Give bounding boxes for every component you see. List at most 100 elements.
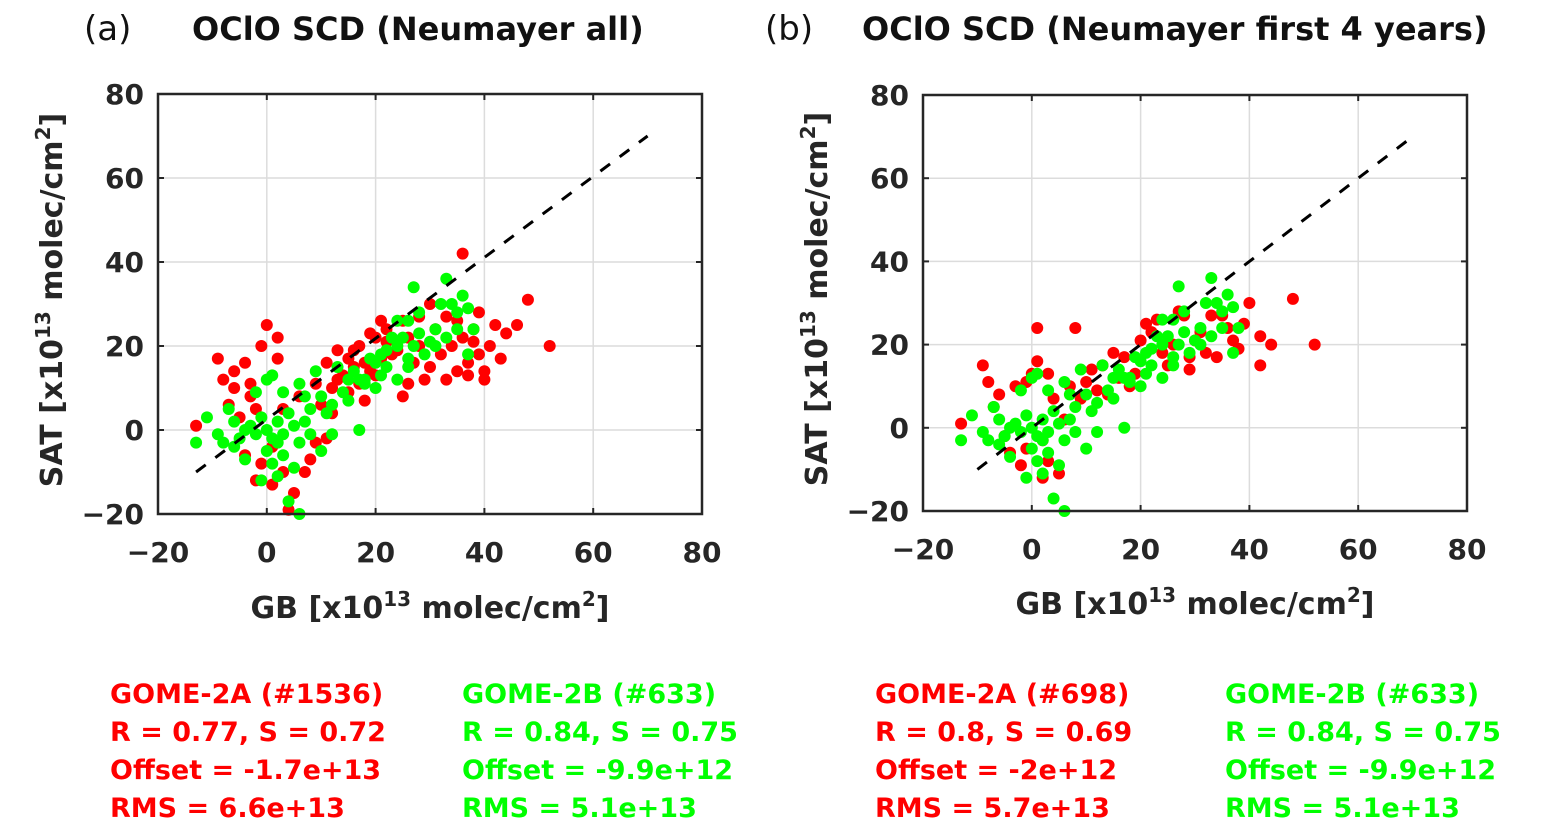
stats-header: GOME-2B (#633) [1225, 679, 1480, 710]
data-point [440, 310, 453, 323]
data-point [228, 415, 241, 428]
data-point [271, 352, 284, 365]
data-point [543, 340, 556, 352]
data-point [1167, 359, 1180, 372]
data-point [418, 373, 431, 386]
data-point [500, 327, 513, 340]
data-point [1031, 355, 1044, 368]
stats-r-s: R = 0.84, S = 0.75 [462, 717, 738, 748]
data-point [993, 413, 1006, 426]
data-point [396, 390, 409, 403]
data-point [1199, 297, 1212, 309]
y-tick-label: 20 [105, 330, 144, 363]
y-tick-label: 60 [870, 162, 909, 195]
data-point [462, 302, 475, 315]
data-point [1123, 371, 1136, 384]
data-point [1053, 467, 1065, 480]
data-point [239, 453, 252, 466]
data-point [1194, 338, 1207, 351]
y-tick-label: 40 [870, 245, 909, 278]
data-point [494, 352, 507, 365]
data-point [266, 369, 279, 382]
data-point [1091, 396, 1104, 409]
data-point [987, 401, 1000, 413]
data-point [955, 417, 968, 430]
data-point [1161, 330, 1174, 343]
data-point [271, 331, 284, 344]
data-point [1031, 455, 1044, 468]
panel-b: (b) OClO SCD (Neumayer first 4 years) −20 0… [765, 9, 1488, 622]
data-point [462, 369, 475, 382]
data-point [228, 382, 241, 394]
data-point [1047, 492, 1060, 505]
panel-label: (b) [765, 9, 813, 49]
data-point [483, 340, 496, 352]
stats-b-gome2b: GOME-2B (#633) R = 0.84, S = 0.75 Offset… [1225, 676, 1555, 828]
data-point [304, 453, 317, 466]
data-point [1091, 384, 1104, 397]
data-point [1080, 442, 1093, 455]
data-point [407, 340, 420, 352]
data-point [1004, 450, 1017, 463]
x-axis-label: GB [x1013 molec/cm2] [1016, 583, 1375, 622]
data-point [1183, 363, 1196, 376]
data-point [255, 340, 268, 352]
data-point [375, 314, 388, 327]
data-point [249, 428, 262, 441]
series-gome-2a [955, 292, 1321, 484]
data-point [467, 323, 480, 336]
x-tick-label: −20 [127, 536, 189, 569]
x-tick-label: 40 [1230, 533, 1269, 566]
data-point [396, 331, 409, 344]
data-point [315, 445, 328, 457]
data-point [478, 365, 491, 378]
data-point [1216, 305, 1229, 318]
data-point [1210, 351, 1223, 364]
y-tick-label: −20 [847, 495, 909, 528]
data-point [1042, 455, 1055, 468]
chart-title: OClO SCD (Neumayer all) [192, 10, 644, 48]
data-point [1107, 346, 1120, 359]
data-point [429, 323, 442, 336]
panel-a: (a) OClO SCD (Neumayer all) −20 0 20 40 60 80 −2… [31, 9, 721, 626]
data-point [1194, 321, 1207, 334]
data-point [407, 281, 420, 294]
data-point [976, 359, 989, 372]
data-point [364, 327, 377, 340]
data-point [1156, 313, 1169, 326]
data-point [1145, 342, 1158, 355]
data-point [353, 424, 366, 436]
stats-offset: Offset = -9.9e+12 [1225, 755, 1497, 786]
data-point [1069, 321, 1082, 334]
data-point [1014, 384, 1027, 397]
data-point [1053, 459, 1065, 472]
data-point [190, 419, 203, 432]
data-point [1172, 338, 1185, 351]
data-point [467, 335, 480, 348]
stats-header: GOME-2A (#698) [875, 679, 1130, 710]
data-point [298, 390, 311, 403]
y-axis-label: SAT [x1013 molec/cm2] [796, 112, 835, 486]
panel-label: (a) [84, 9, 131, 49]
x-tick-label: 60 [574, 536, 613, 569]
data-point [429, 340, 442, 352]
data-point [309, 365, 322, 378]
data-point [993, 388, 1006, 401]
data-point [982, 376, 995, 389]
data-point [1265, 338, 1278, 351]
data-point [1232, 321, 1245, 334]
data-point [1042, 367, 1055, 380]
data-point [266, 457, 279, 470]
data-point [1178, 326, 1191, 339]
data-point [451, 314, 464, 327]
data-point [391, 373, 404, 386]
stats-r-s: R = 0.84, S = 0.75 [1225, 717, 1501, 748]
data-point [288, 461, 300, 474]
data-point [260, 319, 273, 331]
stats-offset: Offset = -2e+12 [875, 755, 1118, 786]
data-point [1156, 346, 1169, 359]
stats-header: GOME-2A (#1536) [110, 679, 384, 710]
data-point [1156, 371, 1169, 384]
data-point [1031, 321, 1044, 334]
